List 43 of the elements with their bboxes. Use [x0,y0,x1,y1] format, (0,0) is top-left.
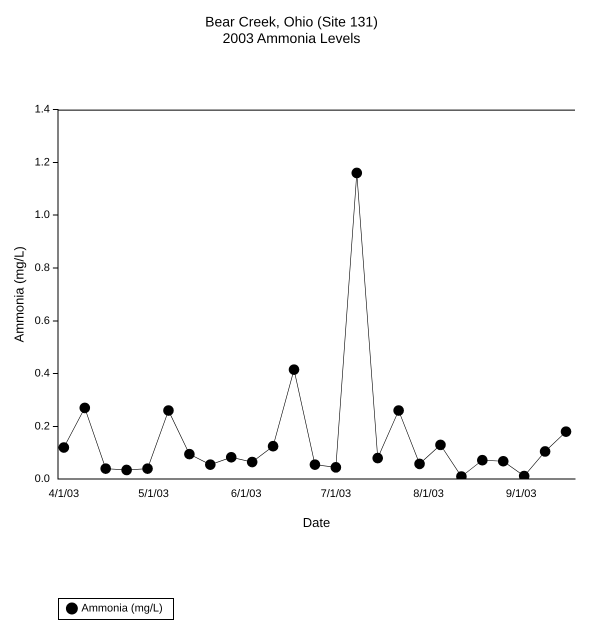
chart-subtitle: 2003 Ammonia Levels [222,30,360,46]
y-tick-label: 1.4 [34,104,50,116]
point [372,452,384,464]
y-tick-label: 1.0 [34,209,50,222]
y-tick-label: 0.6 [34,314,50,327]
point [100,463,112,474]
x-tick-label: 8/1/03 [413,488,444,500]
point [310,459,320,470]
point [58,442,70,453]
point [163,405,174,416]
y-tick-label: 1.2 [34,156,50,168]
point [414,458,425,470]
point [330,462,342,473]
point [435,440,446,450]
point [477,454,488,466]
chart-title: Bear Creek, Ohio (Site 131) [205,13,378,30]
point [540,446,550,457]
y-tick-label: 0.2 [34,420,50,432]
x-tick-label: 9/1/03 [506,488,536,500]
point [226,452,237,463]
x-tick-label: 5/1/03 [138,488,169,500]
point [246,456,258,468]
point [79,402,90,414]
legend-label: Ammonia (mg/L) [81,602,163,615]
point [184,448,195,460]
y-tick-label: 0.4 [34,368,50,380]
point [498,456,509,467]
y-tick-label: 0.8 [34,262,50,274]
x-tick-label: 7/1/03 [320,488,352,500]
point [268,440,278,452]
x-axis-title: Date [302,514,330,530]
point [205,459,216,470]
y-axis-title: Ammonia (mg/L) [11,246,26,342]
point [121,464,132,476]
point [393,405,404,416]
x-tick-label: 6/1/03 [230,488,262,500]
point [518,470,530,480]
point [560,426,572,437]
y-tick-label: 0.0 [34,473,50,486]
point [142,463,153,474]
point [352,168,362,178]
point [288,364,300,375]
x-tick-label: 4/1/03 [48,488,80,500]
